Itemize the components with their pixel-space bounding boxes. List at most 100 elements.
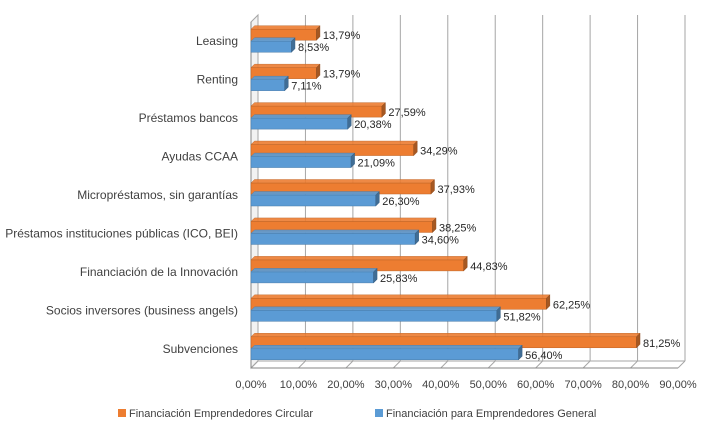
- category-label: Préstamos bancos: [139, 111, 238, 125]
- bar-front: [250, 156, 352, 168]
- gridline-depth: [677, 360, 686, 369]
- bar-end: [463, 255, 468, 272]
- bar-top: [250, 229, 420, 234]
- category-label: Socios inversores (business angels): [46, 303, 238, 317]
- bar-top: [250, 25, 321, 30]
- data-label: 81,25%: [643, 338, 681, 350]
- x-tick-label: 40,00%: [422, 379, 460, 391]
- bar-front: [250, 233, 416, 245]
- gridline-depth: [298, 360, 306, 369]
- bar-top: [250, 75, 289, 80]
- category-label: Leasing: [196, 34, 238, 48]
- x-tick-label: 20,00%: [327, 379, 365, 391]
- bar-end: [350, 152, 355, 169]
- data-label: 26,30%: [382, 196, 420, 208]
- category-label: Renting: [197, 73, 238, 87]
- bar-top: [250, 294, 551, 299]
- bar-end: [381, 102, 386, 118]
- x-tick-label: 70,00%: [564, 379, 602, 391]
- category-label: Préstamos instituciones públicas (ICO, B…: [5, 226, 238, 240]
- x-tick-label: 50,00%: [470, 379, 508, 391]
- data-label: 51,82%: [503, 311, 541, 323]
- x-tick-label: 0,00%: [235, 379, 266, 391]
- bar-end: [291, 37, 296, 53]
- bar-end: [414, 229, 419, 246]
- bar-front: [250, 310, 498, 322]
- bar-front: [250, 40, 292, 53]
- legend-swatch: [118, 409, 126, 417]
- bar-top: [250, 345, 523, 350]
- data-label: 21,09%: [358, 158, 396, 170]
- gridline-depth: [535, 360, 544, 369]
- data-label: 25,83%: [380, 273, 418, 285]
- bar-top: [250, 114, 352, 119]
- bar-end: [316, 63, 321, 80]
- bar-top: [250, 179, 436, 184]
- bar-end: [636, 332, 641, 349]
- bar-front: [250, 194, 377, 207]
- bar-top: [250, 102, 387, 107]
- x-tick-label: 80,00%: [612, 379, 650, 391]
- data-label: 37,93%: [437, 184, 475, 196]
- bar-top: [250, 63, 321, 68]
- gridline-depth: [250, 360, 259, 369]
- data-label: 8,53%: [298, 42, 329, 54]
- bar-top: [250, 217, 437, 222]
- bar-top: [250, 152, 356, 157]
- bar-top: [250, 333, 641, 338]
- bar-end: [430, 178, 435, 195]
- legend: Financiación Emprendedores Circular Finan…: [118, 408, 596, 420]
- category-label: Financiación de la Innovación: [80, 265, 238, 279]
- data-label: 56,40%: [525, 350, 563, 362]
- bar-end: [413, 140, 418, 157]
- gridline-depth: [582, 360, 591, 369]
- bar-top: [250, 268, 378, 273]
- bar-front: [250, 348, 519, 361]
- data-label: 44,83%: [470, 261, 508, 273]
- bar-top: [250, 256, 468, 261]
- bar-end: [546, 294, 551, 310]
- gridline-depth: [630, 360, 638, 369]
- gridline-depth: [392, 360, 401, 369]
- bar-top: [250, 37, 296, 42]
- legend-entry: Financiación para Emprendedores General: [386, 408, 596, 420]
- bar-top: [250, 191, 380, 196]
- bar-end: [375, 190, 380, 207]
- bar-front: [250, 271, 374, 284]
- category-label: Micropréstamos, sin garantías: [77, 188, 238, 202]
- bar-end: [316, 25, 321, 41]
- bar-top: [250, 140, 418, 145]
- value-labels: 13,79%8,53%13,79%7,11%27,59%20,38%34,29%…: [291, 30, 680, 362]
- category-label: Ayudas CCAA: [162, 150, 238, 164]
- data-label: 7,11%: [291, 81, 322, 93]
- x-tick-label: 60,00%: [517, 379, 555, 391]
- gridline-depth: [487, 360, 496, 369]
- bars: [250, 25, 641, 361]
- legend-swatch: [375, 409, 383, 417]
- bar-end: [373, 267, 378, 284]
- bar-top: [250, 306, 501, 311]
- x-tick-label: 10,00%: [280, 379, 318, 391]
- gridline-depth: [345, 360, 354, 369]
- data-label: 27,59%: [388, 107, 426, 119]
- bar-end: [432, 217, 437, 234]
- data-label: 13,79%: [323, 69, 361, 81]
- x-tick-label: 30,00%: [375, 379, 413, 391]
- bar-front: [250, 117, 348, 130]
- bar-end: [347, 114, 352, 130]
- data-label: 20,38%: [354, 119, 392, 131]
- bar-end: [496, 306, 501, 322]
- data-label: 34,60%: [422, 234, 460, 246]
- category-labels: Leasing Renting Préstamos bancos Ayudas CCA…: [5, 34, 238, 356]
- data-label: 34,29%: [420, 146, 458, 158]
- category-label: Subvenciones: [163, 342, 238, 356]
- tick-labels: 0,00% 10,00% 20,00% 30,00% 40,00% 50,00% 60,00…: [235, 379, 696, 391]
- bar-end: [518, 344, 523, 361]
- bar-front: [250, 79, 285, 91]
- data-label: 62,25%: [553, 299, 591, 311]
- gridline-depth: [440, 360, 449, 369]
- legend-entry: Financiación Emprendedores Circular: [129, 408, 313, 420]
- bar-end: [284, 75, 289, 92]
